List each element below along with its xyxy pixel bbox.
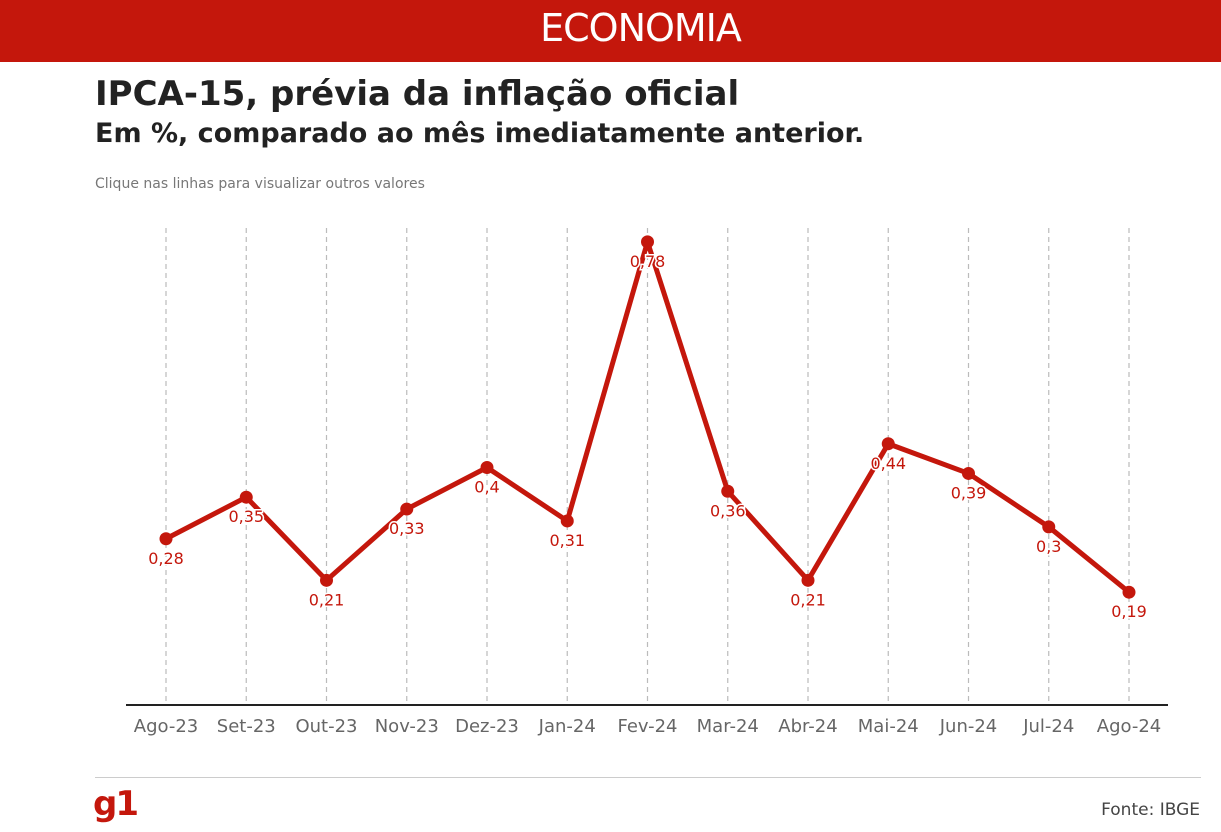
line-chart[interactable]: Ago-23 Set-23 Out-23 Nov-23 Dez-23 Jan-24 Fev-…: [0, 210, 1221, 750]
x-tick-label: Set-23: [217, 716, 276, 737]
x-tick-label: Fev-24: [617, 716, 677, 737]
x-tick-label: Nov-23: [375, 716, 439, 737]
x-tick-label: Ago-23: [134, 716, 199, 737]
data-label: 0,21: [309, 590, 345, 609]
data-point-ago-23[interactable]: [159, 532, 173, 546]
data-point-dez-23[interactable]: [480, 461, 494, 474]
data-label: 0,28: [148, 549, 184, 568]
data-point-nov-23[interactable]: [400, 502, 414, 516]
data-point-jul-24[interactable]: [1042, 520, 1056, 534]
data-label: 0,31: [549, 531, 585, 550]
chart-title: IPCA-15, prévia da inflação oficial: [95, 74, 740, 114]
chart-subtitle: Em %, comparado ao mês imediatamente ant…: [95, 118, 865, 149]
data-label: 0,44: [870, 454, 906, 473]
x-tick-label: Dez-23: [455, 716, 519, 737]
data-point-fev-24[interactable]: [641, 235, 654, 249]
data-point-abr-24[interactable]: [801, 573, 815, 587]
data-label: 0,21: [790, 590, 826, 609]
source-credit: Fonte: IBGE: [1101, 800, 1200, 820]
g1-logo[interactable]: g1: [93, 784, 139, 824]
data-point-jan-24[interactable]: [560, 514, 574, 528]
section-banner: [0, 0, 1221, 62]
data-label: 0,3: [1036, 537, 1061, 556]
data-point-out-23[interactable]: [320, 573, 333, 587]
footer-divider: [95, 777, 1201, 778]
data-point-set-23[interactable]: [239, 490, 253, 504]
x-tick-label: Out-23: [295, 716, 357, 737]
data-point-ago-24[interactable]: [1122, 585, 1136, 599]
data-point-mar-24[interactable]: [721, 484, 735, 498]
x-tick-label: Mar-24: [697, 716, 759, 737]
x-tick-label: Ago-24: [1097, 716, 1162, 737]
data-label: 0,4: [474, 478, 499, 497]
data-label: 0,19: [1111, 602, 1147, 621]
x-tick-label: Abr-24: [778, 716, 837, 737]
data-label: 0,33: [389, 519, 425, 538]
data-label: 0,35: [228, 507, 264, 526]
x-tick-label: Jun-24: [939, 716, 998, 737]
x-tick-label: Mai-24: [858, 716, 919, 737]
data-label: 0,39: [951, 483, 987, 502]
interaction-hint: Clique nas linhas para visualizar outros…: [95, 176, 425, 192]
x-tick-label: Jul-24: [1022, 716, 1074, 737]
data-label: 0,78: [630, 252, 666, 271]
data-label: 0,36: [710, 501, 746, 520]
x-tick-label: Jan-24: [538, 716, 596, 737]
section-label: ECONOMIA: [540, 6, 742, 50]
data-point-jun-24[interactable]: [962, 466, 975, 480]
data-point-mai-24[interactable]: [881, 437, 895, 451]
